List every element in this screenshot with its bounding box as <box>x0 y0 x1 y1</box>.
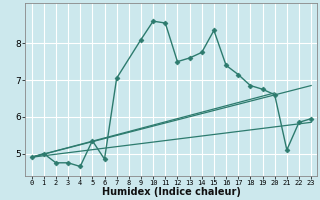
X-axis label: Humidex (Indice chaleur): Humidex (Indice chaleur) <box>102 187 241 197</box>
